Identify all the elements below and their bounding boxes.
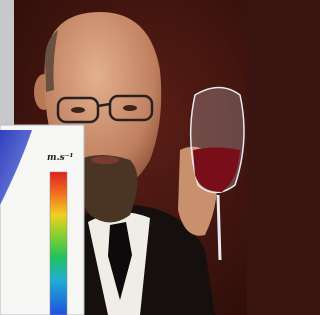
eye (123, 105, 137, 111)
colorbar (50, 172, 67, 315)
unit-label: m.s⁻¹ (47, 153, 73, 163)
photo: m.s⁻¹ (0, 0, 247, 315)
mouth (91, 156, 119, 164)
glass-stem (218, 195, 220, 260)
page: m.s⁻¹ (() => { const data = JSON.parse(d… (0, 0, 247, 315)
eye (71, 107, 85, 113)
left-panel (0, 0, 14, 125)
